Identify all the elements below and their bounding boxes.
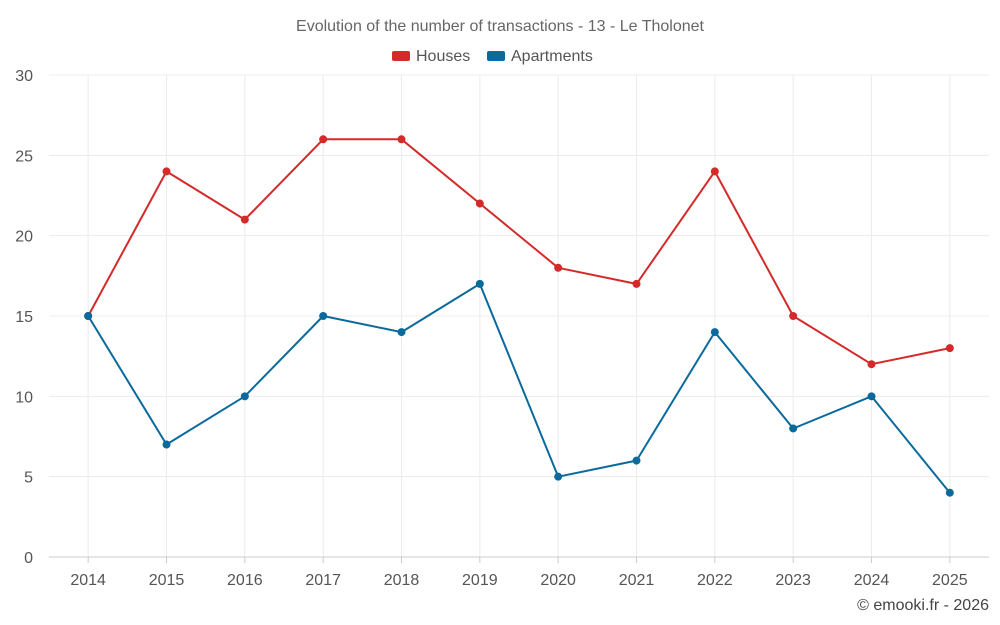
x-tick-label: 2023 bbox=[775, 572, 811, 589]
series-houses bbox=[84, 135, 954, 369]
point-houses[interactable] bbox=[945, 344, 954, 353]
legend-swatch-houses bbox=[392, 51, 410, 61]
point-houses[interactable] bbox=[397, 135, 406, 144]
y-tick-label: 5 bbox=[24, 470, 33, 487]
legend: Houses Apartments bbox=[392, 48, 593, 65]
legend-item-apartments[interactable]: Apartments bbox=[487, 48, 593, 65]
point-apartments[interactable] bbox=[632, 456, 641, 465]
point-apartments[interactable] bbox=[554, 472, 563, 481]
point-apartments[interactable] bbox=[475, 279, 484, 288]
x-tick-label: 2022 bbox=[697, 572, 733, 589]
point-houses[interactable] bbox=[162, 167, 171, 176]
line-apartments bbox=[87, 282, 951, 494]
x-tick-label: 2021 bbox=[619, 572, 655, 589]
line-houses bbox=[87, 138, 951, 366]
point-houses[interactable] bbox=[710, 167, 719, 176]
x-tick-label: 2015 bbox=[149, 572, 185, 589]
point-apartments[interactable] bbox=[397, 328, 406, 337]
legend-label-houses: Houses bbox=[416, 48, 470, 65]
x-tick-label: 2014 bbox=[70, 572, 106, 589]
point-apartments[interactable] bbox=[84, 312, 93, 320]
point-houses[interactable] bbox=[319, 135, 328, 144]
x-tick-label: 2018 bbox=[384, 572, 420, 589]
point-apartments[interactable] bbox=[710, 328, 719, 337]
x-tick-label: 2019 bbox=[462, 572, 498, 589]
y-tick-labels: 0 5 10 15 20 25 30 bbox=[15, 68, 33, 567]
x-tick-labels: 2014 2015 2016 2017 2018 2019 2020 2021 2022 2023… bbox=[70, 572, 967, 589]
y-tick-label: 10 bbox=[15, 389, 33, 406]
y-tick-label: 30 bbox=[15, 68, 33, 85]
point-houses[interactable] bbox=[240, 215, 249, 224]
point-apartments[interactable] bbox=[319, 312, 328, 320]
point-apartments[interactable] bbox=[867, 392, 876, 401]
x-tick-label: 2025 bbox=[932, 572, 968, 589]
point-houses[interactable] bbox=[554, 263, 563, 272]
x-tick-label: 2017 bbox=[305, 572, 341, 589]
point-houses[interactable] bbox=[475, 199, 484, 208]
y-tick-label: 20 bbox=[15, 229, 33, 246]
y-tick-label: 0 bbox=[24, 550, 33, 567]
legend-label-apartments: Apartments bbox=[511, 48, 593, 65]
legend-swatch-apartments bbox=[487, 51, 505, 61]
x-tick-label: 2024 bbox=[854, 572, 890, 589]
point-apartments[interactable] bbox=[945, 488, 954, 497]
series-apartments bbox=[84, 279, 954, 497]
chart-title: Evolution of the number of transactions … bbox=[296, 18, 705, 35]
point-apartments[interactable] bbox=[162, 440, 171, 449]
point-houses[interactable] bbox=[632, 279, 641, 288]
x-tick-label: 2020 bbox=[540, 572, 576, 589]
point-houses[interactable] bbox=[789, 312, 798, 320]
y-tick-label: 25 bbox=[15, 148, 33, 165]
axes bbox=[49, 556, 989, 563]
point-houses[interactable] bbox=[867, 360, 876, 369]
x-tick-label: 2016 bbox=[227, 572, 263, 589]
credit-text: © emooki.fr - 2026 bbox=[857, 597, 989, 614]
legend-item-houses[interactable]: Houses bbox=[392, 48, 470, 65]
y-tick-label: 15 bbox=[15, 309, 33, 326]
gridlines bbox=[49, 74, 989, 557]
point-apartments[interactable] bbox=[240, 392, 249, 401]
series bbox=[84, 135, 954, 497]
point-apartments[interactable] bbox=[789, 424, 798, 433]
